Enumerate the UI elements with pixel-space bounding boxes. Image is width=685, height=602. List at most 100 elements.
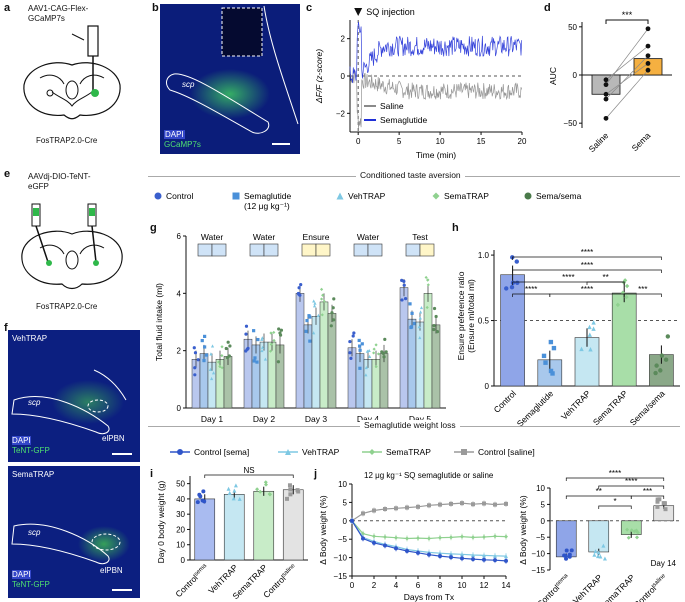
point-j — [460, 552, 464, 557]
point-g — [418, 335, 422, 340]
point-g — [192, 346, 196, 350]
point-g — [220, 345, 224, 349]
point-k — [592, 552, 597, 557]
x-cat-label-k: SemaTRAP — [598, 572, 637, 602]
bottle-left-g — [249, 243, 265, 257]
point-h — [510, 280, 516, 286]
point-j — [438, 554, 442, 559]
bottle-right-g — [367, 243, 383, 257]
point-k — [569, 548, 574, 553]
point-j — [460, 501, 464, 506]
y-label-j: Δ Body weight (%) — [318, 495, 328, 565]
x-tick-label-j: 0 — [350, 581, 355, 590]
point-k — [593, 549, 598, 554]
x-cat-label-k: VehTRAP — [571, 572, 605, 602]
bar-sematrap-day2-g — [267, 341, 277, 409]
point-g — [403, 297, 408, 301]
point-g — [432, 323, 436, 328]
point-g — [297, 286, 301, 290]
point-i — [287, 483, 292, 488]
point-g — [299, 282, 303, 287]
point-sema-d — [645, 67, 651, 73]
panel-label-g: g — [150, 222, 157, 234]
region-elpbn-f-bottom: elPBN — [100, 566, 123, 575]
point-g — [351, 334, 355, 338]
weight-legend: Control [sema] VehTRAP SemaTRAP Control [sa… — [170, 447, 535, 457]
panel-label-a: a — [4, 2, 11, 14]
point-g — [364, 365, 368, 370]
sig-label-h: **** — [562, 273, 574, 282]
point-j — [383, 507, 387, 512]
point-k — [655, 504, 660, 509]
point-g — [376, 352, 381, 356]
y-tick-label-i: 0 — [181, 556, 186, 565]
point-j — [361, 511, 365, 516]
point-h — [541, 353, 547, 359]
bar-semaglutide-day3-g — [303, 324, 313, 409]
legend-dapi-b: DAPI — [164, 130, 185, 139]
point-g — [260, 345, 265, 349]
point-j — [482, 557, 486, 562]
injection-marker-c — [354, 8, 363, 16]
chart-d: −50 0 50 Saline Sema *** AUC — [548, 10, 672, 154]
point-j — [449, 551, 453, 556]
point-g — [352, 331, 356, 335]
x-tick-label-c: 5 — [397, 137, 402, 146]
point-g — [220, 366, 224, 370]
point-k — [629, 528, 634, 533]
pair-line-d — [605, 63, 649, 95]
panel-label-c: c — [306, 2, 313, 14]
point-j — [383, 534, 387, 539]
point-j — [449, 501, 453, 506]
bar-control-day5-g — [399, 287, 409, 409]
point-g — [200, 338, 204, 343]
point-g — [358, 348, 362, 352]
point-g — [312, 299, 316, 303]
virus-label-e: AAVdj-DIO-TeNT- eGFP — [28, 172, 91, 191]
point-h — [509, 284, 515, 290]
bar-control-day3-g — [295, 293, 305, 409]
point-g — [349, 356, 353, 360]
panel-label-b: b — [152, 2, 159, 14]
point-j — [405, 536, 409, 541]
sig-label-k: * — [613, 497, 616, 506]
point-h — [615, 302, 621, 308]
point-g — [419, 305, 424, 310]
x-label-c: Time (min) — [416, 150, 456, 160]
title-sematrap-f: SemaTRAP — [12, 470, 55, 479]
point-i — [231, 496, 236, 501]
point-g — [364, 373, 368, 377]
point-g — [203, 334, 207, 338]
pair-line-d — [605, 69, 649, 119]
point-j — [394, 506, 398, 511]
point-j — [471, 553, 475, 558]
sig-bracket-k — [598, 505, 632, 509]
sig-label-h: *** — [638, 285, 647, 294]
point-j — [449, 535, 453, 540]
point-g — [330, 311, 334, 315]
point-g — [408, 302, 412, 306]
point-g — [208, 367, 212, 372]
sig-label-h: **** — [581, 285, 593, 294]
legend-gcamp-b: GCaMP7s — [164, 140, 201, 149]
point-saline-d — [603, 91, 609, 97]
point-g — [426, 283, 430, 287]
point-h — [588, 347, 593, 352]
mouse-line-e: FosTRAP2.0-Cre — [36, 302, 98, 311]
point-g — [382, 355, 386, 359]
legend-label-0: Control — [166, 191, 194, 201]
legend-tent-f-bottom: TeNT-GFP — [12, 580, 50, 589]
point-j — [394, 546, 398, 551]
point-g — [227, 354, 231, 358]
region-scp-b: scp — [182, 80, 195, 89]
point-i — [197, 492, 202, 497]
y-tick-label-d: 0 — [573, 71, 578, 80]
point-i — [195, 500, 200, 505]
point-k — [635, 530, 640, 535]
point-j — [350, 518, 354, 523]
sig-label-k: ** — [596, 487, 602, 496]
x-cat-label-g: Day 5 — [409, 414, 431, 424]
point-g — [312, 304, 317, 308]
x-cat-label-g: Day 4 — [357, 414, 379, 424]
point-g — [348, 339, 352, 344]
